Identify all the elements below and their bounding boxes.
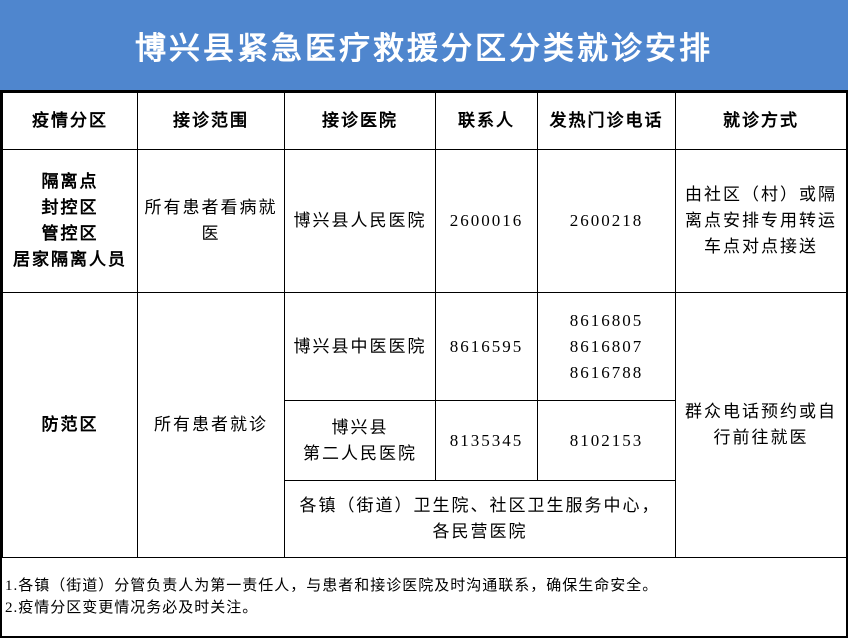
cell-zone-prevention: 防范区 (2, 292, 138, 558)
cell-hospital-renmin: 博兴县人民医院 (284, 149, 436, 293)
table-header-row: 疫情分区 接诊范围 接诊医院 联系人 发热门诊电话 就诊方式 (2, 92, 847, 150)
cell-fever-phone-renmin: 2600218 (537, 149, 676, 293)
cell-contact-zhongyi: 8616595 (435, 292, 538, 401)
col-header-hospital: 接诊医院 (284, 92, 436, 150)
footnote-1: 1.各镇（街道）分管负责人为第一责任人，与患者和接诊医院及时沟通联系，确保生命安… (5, 578, 659, 594)
title-banner: 博兴县紧急医疗救援分区分类就诊安排 (0, 0, 848, 90)
table-row-prevention-1: 防范区 所有患者就诊 博兴县中医医院 8616595 8616805 86168… (2, 292, 847, 558)
col-header-fever-phone: 发热门诊电话 (537, 92, 676, 150)
footnotes: 1.各镇（街道）分管负责人为第一责任人，与患者和接诊医院及时沟通联系，确保生命安… (2, 558, 846, 636)
col-header-contact: 联系人 (435, 92, 538, 150)
cell-fever-phone-dier: 8102153 (537, 400, 676, 481)
cell-contact-renmin: 2600016 (435, 149, 538, 293)
col-header-method: 就诊方式 (675, 92, 847, 150)
cell-township-clinics-note: 各镇（街道）卫生院、社区卫生服务中心，各民营医院 (284, 480, 676, 558)
table-sheet: 疫情分区 接诊范围 接诊医院 联系人 发热门诊电话 就诊方式 隔离点 封控区 管… (0, 90, 848, 638)
cell-hospital-zhongyi: 博兴县中医医院 (284, 292, 436, 401)
page-title: 博兴县紧急医疗救援分区分类就诊安排 (135, 30, 713, 66)
cell-method-isolation: 由社区（村）或隔离点安排专用转运车点对点接送 (675, 149, 847, 293)
table-row-prevention-3: 各镇（街道）卫生院、社区卫生服务中心，各民营医院 (3, 480, 847, 558)
cell-scope-prevention: 所有患者就诊 (137, 292, 285, 558)
table-row-isolation: 隔离点 封控区 管控区 居家隔离人员 所有患者看病就医 博兴县人民医院 2600… (2, 149, 847, 293)
col-header-scope: 接诊范围 (137, 92, 285, 150)
col-header-zone: 疫情分区 (2, 92, 138, 150)
cell-method-prevention: 群众电话预约或自行前往就医 (675, 292, 847, 558)
cell-contact-dier: 8135345 (435, 400, 538, 481)
table-row-prevention-2: 博兴县 第二人民医院 8135345 8102153 (3, 400, 847, 481)
cell-hospital-dier: 博兴县 第二人民医院 (284, 400, 436, 481)
triage-table: 疫情分区 接诊范围 接诊医院 联系人 发热门诊电话 就诊方式 隔离点 封控区 管… (2, 92, 847, 558)
cell-zone-isolation: 隔离点 封控区 管控区 居家隔离人员 (2, 149, 138, 293)
cell-fever-phone-zhongyi: 8616805 8616807 8616788 (537, 292, 676, 401)
cell-scope-isolation: 所有患者看病就医 (137, 149, 285, 293)
footnote-2: 2.疫情分区变更情况务必及时关注。 (5, 600, 259, 616)
